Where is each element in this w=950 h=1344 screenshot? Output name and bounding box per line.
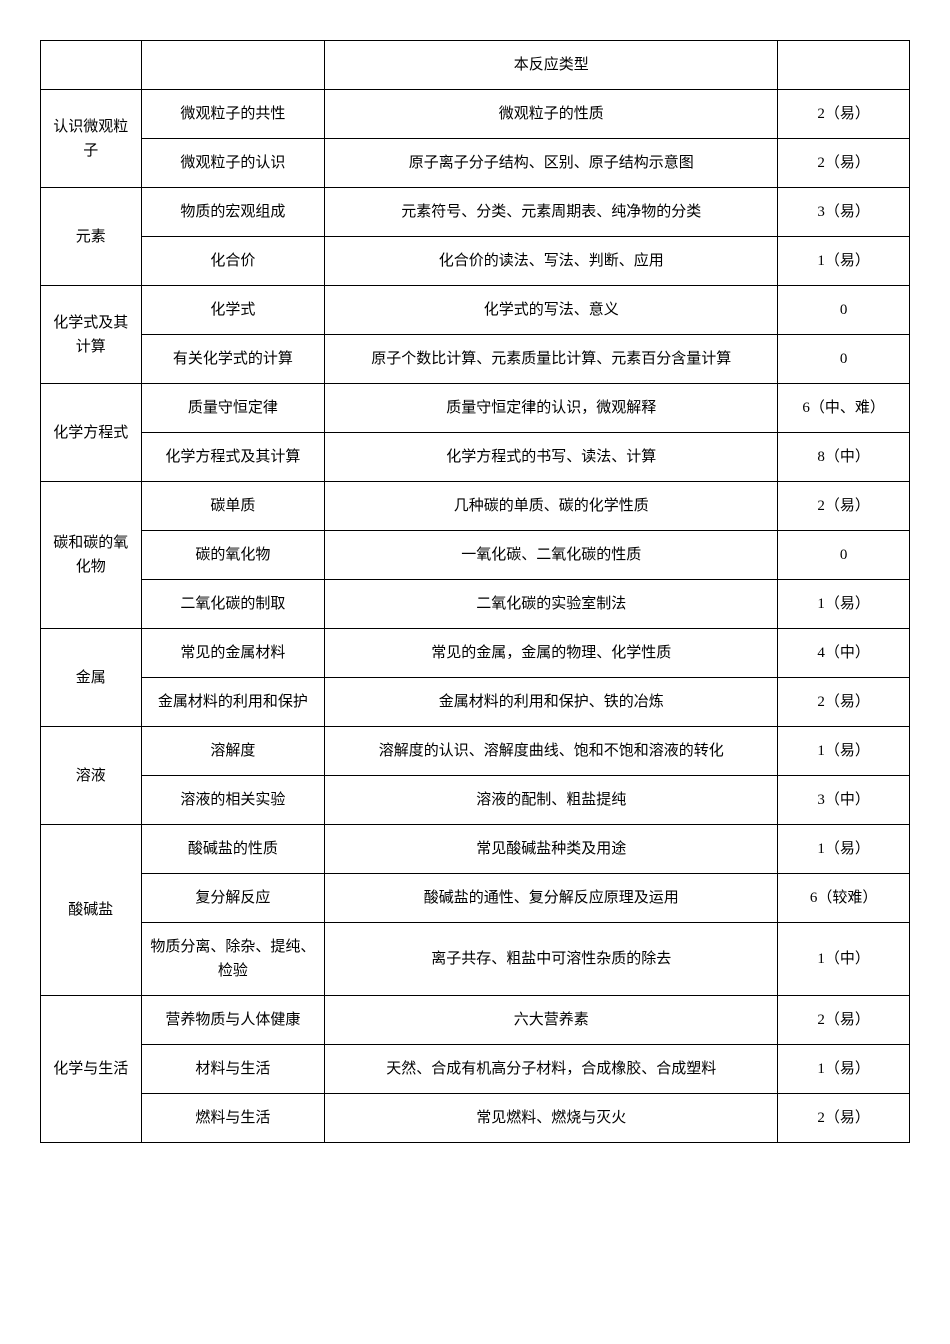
category-cell: 溶液 <box>41 727 142 825</box>
difficulty-cell: 1（易） <box>778 580 910 629</box>
table-row: 化学方程式质量守恒定律质量守恒定律的认识，微观解释6（中、难） <box>41 384 910 433</box>
category-cell: 化学与生活 <box>41 996 142 1143</box>
content-cell: 化合价的读法、写法、判断、应用 <box>325 237 778 286</box>
table-row: 微观粒子的认识原子离子分子结构、区别、原子结构示意图2（易） <box>41 139 910 188</box>
subcategory-cell: 常见的金属材料 <box>141 629 325 678</box>
subcategory-cell: 碳单质 <box>141 482 325 531</box>
subcategory-cell: 酸碱盐的性质 <box>141 825 325 874</box>
table-row: 本反应类型 <box>41 41 910 90</box>
subcategory-cell <box>141 41 325 90</box>
table-row: 二氧化碳的制取二氧化碳的实验室制法1（易） <box>41 580 910 629</box>
difficulty-cell: 0 <box>778 531 910 580</box>
difficulty-cell: 1（易） <box>778 727 910 776</box>
difficulty-cell: 2（易） <box>778 139 910 188</box>
difficulty-cell: 3（易） <box>778 188 910 237</box>
content-cell: 微观粒子的性质 <box>325 90 778 139</box>
content-cell: 几种碳的单质、碳的化学性质 <box>325 482 778 531</box>
subcategory-cell: 微观粒子的认识 <box>141 139 325 188</box>
content-cell: 化学方程式的书写、读法、计算 <box>325 433 778 482</box>
content-cell: 质量守恒定律的认识，微观解释 <box>325 384 778 433</box>
subcategory-cell: 燃料与生活 <box>141 1094 325 1143</box>
difficulty-cell: 8（中） <box>778 433 910 482</box>
table-row: 碳和碳的氧化物碳单质几种碳的单质、碳的化学性质2（易） <box>41 482 910 531</box>
content-cell: 金属材料的利用和保护、铁的冶炼 <box>325 678 778 727</box>
table-row: 材料与生活天然、合成有机高分子材料，合成橡胶、合成塑料1（易） <box>41 1045 910 1094</box>
subcategory-cell: 质量守恒定律 <box>141 384 325 433</box>
difficulty-cell: 0 <box>778 335 910 384</box>
table-row: 酸碱盐酸碱盐的性质常见酸碱盐种类及用途1（易） <box>41 825 910 874</box>
table-row: 金属材料的利用和保护金属材料的利用和保护、铁的冶炼2（易） <box>41 678 910 727</box>
table-row: 化学与生活营养物质与人体健康六大营养素2（易） <box>41 996 910 1045</box>
subcategory-cell: 营养物质与人体健康 <box>141 996 325 1045</box>
content-cell: 常见的金属，金属的物理、化学性质 <box>325 629 778 678</box>
difficulty-cell: 1（易） <box>778 237 910 286</box>
content-cell: 原子个数比计算、元素质量比计算、元素百分含量计算 <box>325 335 778 384</box>
subcategory-cell: 碳的氧化物 <box>141 531 325 580</box>
subcategory-cell: 微观粒子的共性 <box>141 90 325 139</box>
difficulty-cell: 3（中） <box>778 776 910 825</box>
difficulty-cell: 1（中） <box>778 923 910 996</box>
subcategory-cell: 溶液的相关实验 <box>141 776 325 825</box>
category-cell: 元素 <box>41 188 142 286</box>
difficulty-cell: 2（易） <box>778 482 910 531</box>
content-cell: 本反应类型 <box>325 41 778 90</box>
subcategory-cell: 溶解度 <box>141 727 325 776</box>
subcategory-cell: 复分解反应 <box>141 874 325 923</box>
difficulty-cell: 1（易） <box>778 1045 910 1094</box>
table-row: 化学方程式及其计算化学方程式的书写、读法、计算8（中） <box>41 433 910 482</box>
table-row: 燃料与生活常见燃料、燃烧与灭火2（易） <box>41 1094 910 1143</box>
category-cell: 酸碱盐 <box>41 825 142 996</box>
subcategory-cell: 二氧化碳的制取 <box>141 580 325 629</box>
category-cell: 认识微观粒子 <box>41 90 142 188</box>
table-row: 认识微观粒子微观粒子的共性微观粒子的性质2（易） <box>41 90 910 139</box>
subcategory-cell: 材料与生活 <box>141 1045 325 1094</box>
content-cell: 离子共存、粗盐中可溶性杂质的除去 <box>325 923 778 996</box>
difficulty-cell <box>778 41 910 90</box>
difficulty-cell: 4（中） <box>778 629 910 678</box>
table-row: 碳的氧化物一氧化碳、二氧化碳的性质0 <box>41 531 910 580</box>
subcategory-cell: 物质分离、除杂、提纯、检验 <box>141 923 325 996</box>
category-cell: 金属 <box>41 629 142 727</box>
content-cell: 常见燃料、燃烧与灭火 <box>325 1094 778 1143</box>
content-cell: 酸碱盐的通性、复分解反应原理及运用 <box>325 874 778 923</box>
content-cell: 原子离子分子结构、区别、原子结构示意图 <box>325 139 778 188</box>
table-row: 溶液的相关实验溶液的配制、粗盐提纯3（中） <box>41 776 910 825</box>
curriculum-table: 本反应类型认识微观粒子微观粒子的共性微观粒子的性质2（易）微观粒子的认识原子离子… <box>40 40 910 1143</box>
content-cell: 元素符号、分类、元素周期表、纯净物的分类 <box>325 188 778 237</box>
category-cell: 化学式及其计算 <box>41 286 142 384</box>
table-row: 溶液溶解度溶解度的认识、溶解度曲线、饱和不饱和溶液的转化1（易） <box>41 727 910 776</box>
content-cell: 六大营养素 <box>325 996 778 1045</box>
category-cell <box>41 41 142 90</box>
category-cell: 化学方程式 <box>41 384 142 482</box>
subcategory-cell: 金属材料的利用和保护 <box>141 678 325 727</box>
difficulty-cell: 2（易） <box>778 90 910 139</box>
difficulty-cell: 2（易） <box>778 1094 910 1143</box>
table-row: 有关化学式的计算原子个数比计算、元素质量比计算、元素百分含量计算0 <box>41 335 910 384</box>
content-cell: 二氧化碳的实验室制法 <box>325 580 778 629</box>
category-cell: 碳和碳的氧化物 <box>41 482 142 629</box>
content-cell: 溶解度的认识、溶解度曲线、饱和不饱和溶液的转化 <box>325 727 778 776</box>
subcategory-cell: 化学方程式及其计算 <box>141 433 325 482</box>
content-cell: 溶液的配制、粗盐提纯 <box>325 776 778 825</box>
content-cell: 化学式的写法、意义 <box>325 286 778 335</box>
difficulty-cell: 2（易） <box>778 678 910 727</box>
table-row: 物质分离、除杂、提纯、检验离子共存、粗盐中可溶性杂质的除去1（中） <box>41 923 910 996</box>
subcategory-cell: 有关化学式的计算 <box>141 335 325 384</box>
content-cell: 天然、合成有机高分子材料，合成橡胶、合成塑料 <box>325 1045 778 1094</box>
difficulty-cell: 6（中、难） <box>778 384 910 433</box>
table-row: 复分解反应酸碱盐的通性、复分解反应原理及运用6（较难） <box>41 874 910 923</box>
table-row: 金属常见的金属材料常见的金属，金属的物理、化学性质4（中） <box>41 629 910 678</box>
table-row: 元素物质的宏观组成元素符号、分类、元素周期表、纯净物的分类3（易） <box>41 188 910 237</box>
difficulty-cell: 6（较难） <box>778 874 910 923</box>
table-row: 化学式及其计算化学式化学式的写法、意义0 <box>41 286 910 335</box>
difficulty-cell: 0 <box>778 286 910 335</box>
difficulty-cell: 2（易） <box>778 996 910 1045</box>
subcategory-cell: 化学式 <box>141 286 325 335</box>
difficulty-cell: 1（易） <box>778 825 910 874</box>
content-cell: 常见酸碱盐种类及用途 <box>325 825 778 874</box>
subcategory-cell: 化合价 <box>141 237 325 286</box>
subcategory-cell: 物质的宏观组成 <box>141 188 325 237</box>
content-cell: 一氧化碳、二氧化碳的性质 <box>325 531 778 580</box>
table-row: 化合价化合价的读法、写法、判断、应用1（易） <box>41 237 910 286</box>
